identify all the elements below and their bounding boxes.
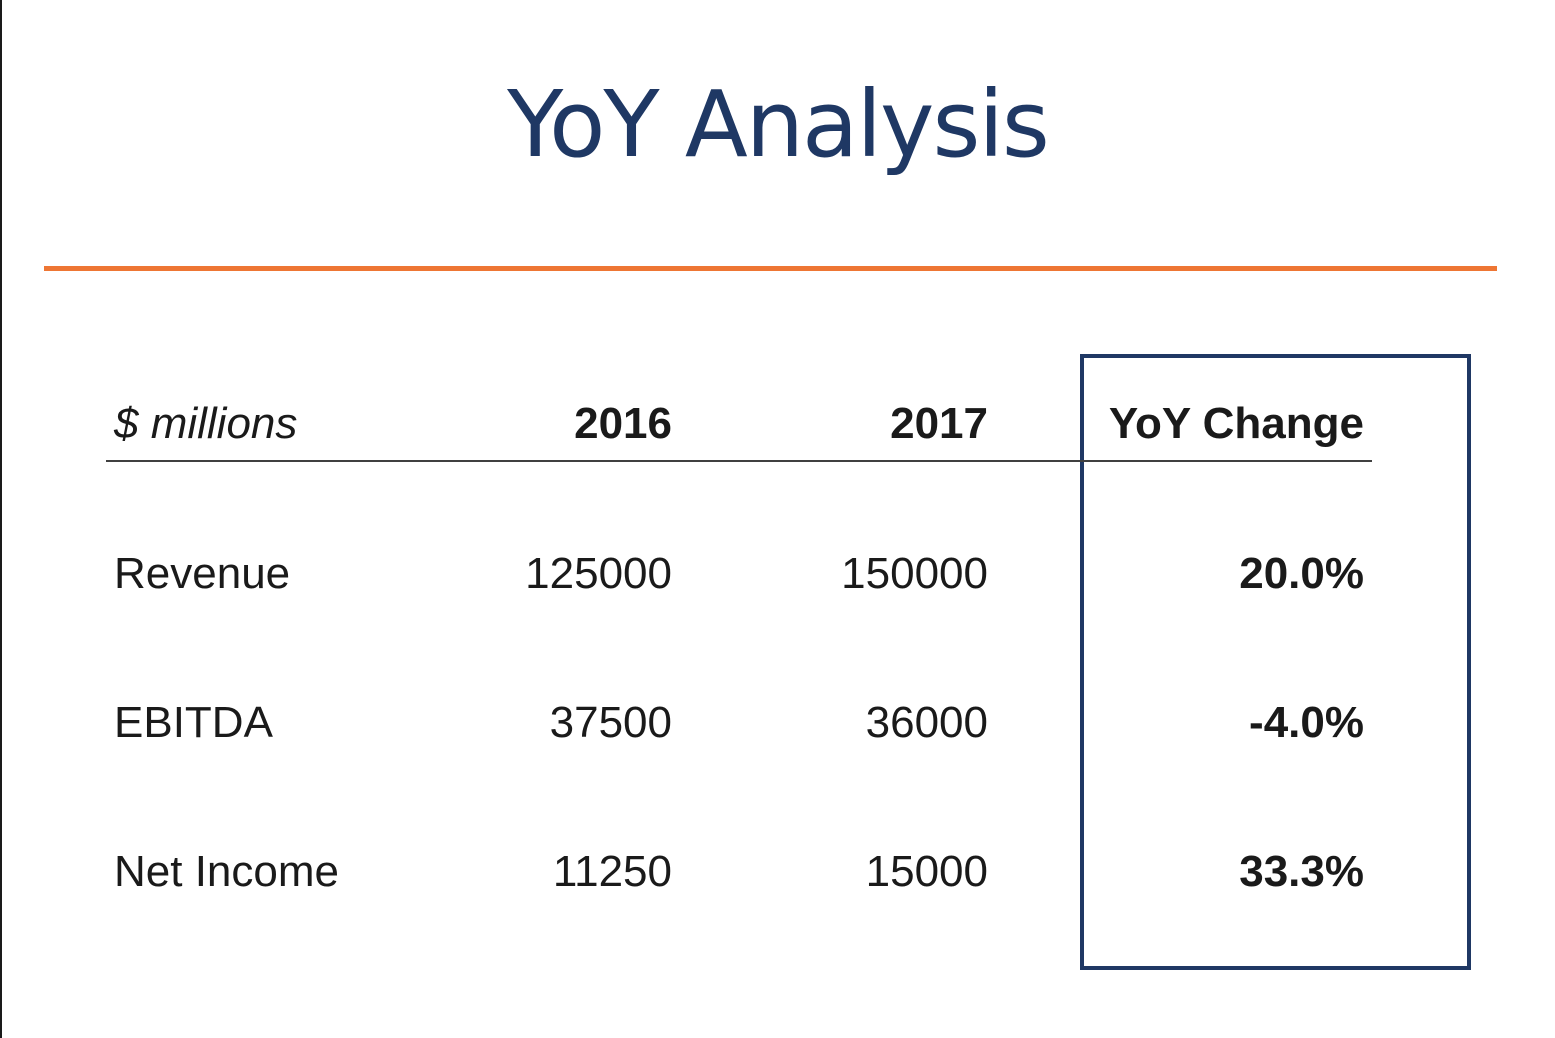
units-header: $ millions	[114, 399, 298, 448]
value-2016: 37500	[549, 698, 672, 747]
slide-title: YoY Analysis	[507, 71, 1050, 178]
row-label: Revenue	[114, 549, 291, 598]
value-yoy-change: -4.0%	[1249, 698, 1364, 747]
value-2017: 15000	[865, 847, 988, 896]
value-yoy-change: 33.3%	[1239, 847, 1364, 896]
column-header-2016: 2016	[574, 399, 672, 448]
row-label: EBITDA	[114, 698, 273, 747]
yoy-highlight-box	[1080, 354, 1471, 970]
title-divider	[44, 266, 1497, 271]
header-underline	[106, 460, 1372, 462]
value-2016: 11250	[552, 847, 672, 896]
row-label: Net Income	[114, 847, 339, 896]
column-header-yoy-change: YoY Change	[1108, 399, 1364, 448]
value-yoy-change: 20.0%	[1239, 549, 1364, 598]
value-2017: 150000	[841, 549, 988, 598]
value-2017: 36000	[865, 698, 988, 747]
left-border-line	[0, 0, 2, 1038]
column-header-2017: 2017	[890, 399, 988, 448]
value-2016: 125000	[525, 549, 672, 598]
